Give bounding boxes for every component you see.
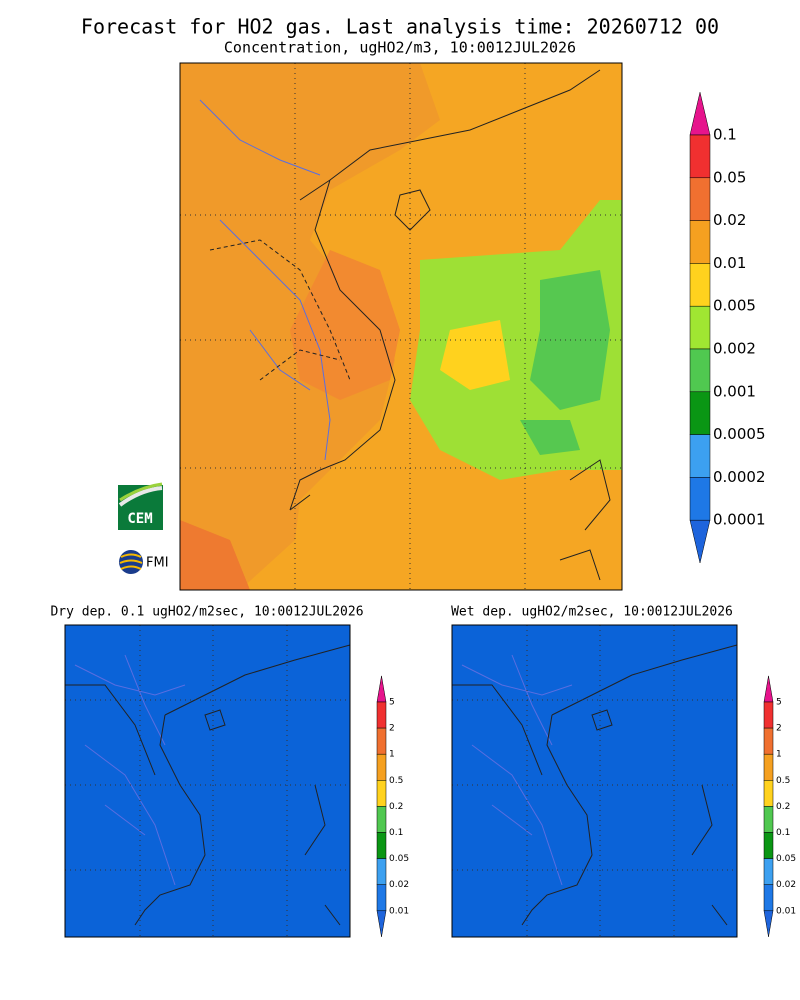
colorbar-label: 1 [389, 750, 395, 760]
colorbar-label: 2 [776, 724, 782, 734]
colorbar-box [763, 832, 774, 859]
colorbar-label: 0.02 [776, 880, 796, 890]
colorbar-label: 0.01 [776, 906, 796, 916]
colorbar-box [763, 858, 774, 885]
colorbar-label: 0.005 [713, 297, 756, 315]
colorbar-label: 0.1 [713, 126, 737, 144]
colorbar-box [763, 884, 774, 912]
colorbar-box [763, 806, 774, 833]
colorbar-label: 0.2 [776, 802, 790, 812]
colorbar-label: 0.01 [389, 906, 409, 916]
colorbar-arrow [376, 910, 387, 937]
colorbar-label: 1 [776, 750, 782, 760]
colorbar-label: 0.02 [389, 880, 409, 890]
colorbar-box [763, 753, 774, 781]
colorbar-label: 0.2 [389, 802, 403, 812]
wet-dep-map [451, 624, 738, 938]
main-map [179, 62, 623, 591]
colorbar-box [376, 753, 387, 781]
colorbar-box [763, 780, 774, 807]
map-fill [452, 625, 737, 937]
cem-logo: CEM [118, 482, 163, 530]
colorbar-label: 0.01 [713, 254, 746, 272]
colorbar-box [689, 305, 711, 350]
colorbar-box [376, 806, 387, 833]
colorbar-label: 0.5 [776, 776, 790, 786]
colorbar-label: 0.05 [389, 854, 409, 864]
colorbars: 0.1 0.05 0.02 0.01 0.005 0.002 0.001 0.0005 0.00… [376, 92, 796, 937]
colorbar-box [376, 780, 387, 807]
colorbar-box [689, 434, 711, 478]
colorbar-label: 0.002 [713, 340, 756, 358]
cem-label: CEM [127, 511, 152, 527]
colorbar-arrow [763, 675, 774, 703]
colorbar-label: 0.05 [776, 854, 796, 864]
colorbar-label: 5 [389, 698, 395, 708]
colorbar-arrow [689, 92, 711, 136]
colorbar-box [376, 832, 387, 859]
panel-title: Dry dep. 0.1 ugHO2/m2sec, 10:0012JUL2026 [50, 605, 363, 620]
colorbar-box [763, 727, 774, 755]
colorbar-label: 0.0001 [713, 511, 766, 529]
colorbar-box [376, 727, 387, 755]
panel-title: Wet dep. ugHO2/m2sec, 10:0012JUL2026 [451, 605, 733, 620]
map-fill [65, 625, 350, 937]
colorbar-box [376, 884, 387, 912]
colorbar-label: 5 [776, 698, 782, 708]
title: Forecast for HO2 gas. Last analysis time… [81, 15, 719, 39]
colorbar-arrow [376, 675, 387, 703]
colorbar-label: 0.0005 [713, 425, 766, 443]
colorbar-box [689, 391, 711, 435]
colorbar-box [376, 858, 387, 885]
colorbar-box [689, 220, 711, 264]
colorbar-label: 2 [389, 724, 395, 734]
subtitle: Concentration, ugHO2/m3, 10:0012JUL2026 [224, 39, 576, 57]
colorbar-box [689, 134, 711, 179]
colorbar-box [689, 177, 711, 221]
colorbar-label: 0.1 [389, 828, 403, 838]
colorbar-label: 0.001 [713, 382, 756, 400]
colorbar-box [376, 701, 387, 729]
colorbar-label: 0.05 [713, 168, 746, 186]
colorbar-label: 0.02 [713, 211, 746, 229]
colorbar-arrow [763, 910, 774, 937]
colorbar-label: 0.0002 [713, 468, 766, 486]
colorbar-box [689, 263, 711, 307]
colorbar-box [689, 348, 711, 393]
fmi-label: FMI [146, 556, 169, 571]
colorbar-arrow [689, 519, 711, 564]
dry-dep-map [64, 624, 351, 938]
colorbar-label: 0.1 [776, 828, 790, 838]
colorbar-label: 0.5 [389, 776, 403, 786]
colorbar-box [689, 477, 711, 521]
fmi-logo: FMI [119, 550, 169, 574]
colorbar-box [763, 701, 774, 729]
